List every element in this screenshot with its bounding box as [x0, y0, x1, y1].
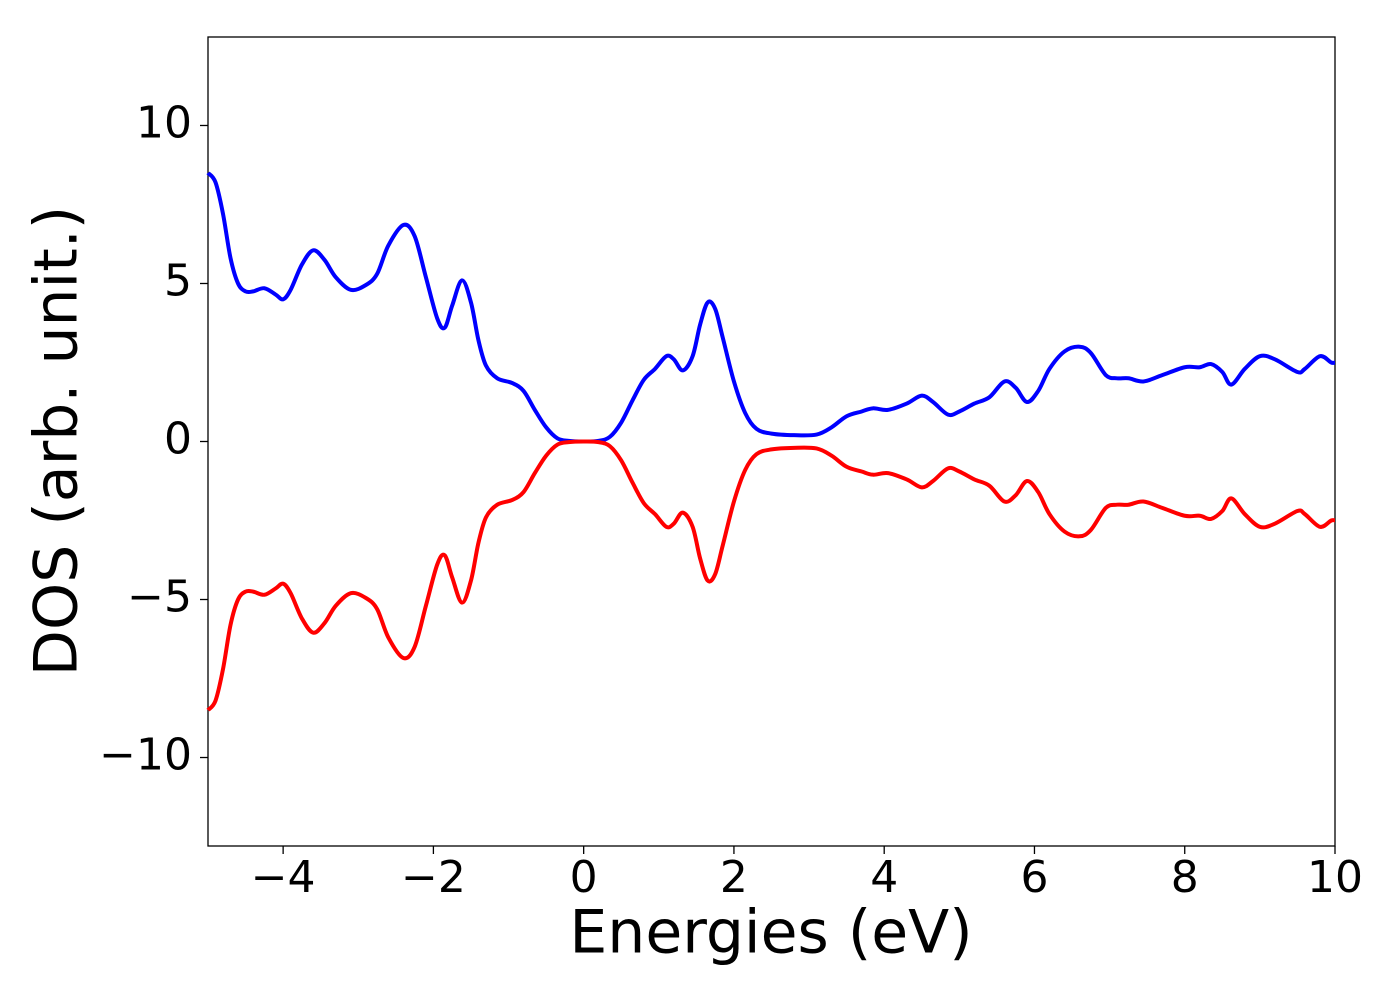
- series-line: [206, 439, 1336, 712]
- plot-frame: [207, 36, 1336, 847]
- y-tick-label: −10: [99, 730, 192, 781]
- x-tick-label: 2: [720, 852, 748, 903]
- x-tick-label: 6: [1020, 852, 1048, 903]
- y-tick-label: 10: [136, 97, 192, 148]
- y-axis-label: DOS (arb. unit.): [22, 206, 92, 676]
- y-tick-label: 0: [164, 414, 192, 465]
- x-tick-label: 10: [1307, 852, 1363, 903]
- x-tick-label: −4: [251, 852, 316, 903]
- x-tick-label: −2: [401, 852, 466, 903]
- x-tick-label: 0: [570, 852, 598, 903]
- x-tick-label: 4: [870, 852, 898, 903]
- x-axis-label: Energies (eV): [569, 898, 972, 968]
- y-tick-label: 5: [164, 255, 192, 306]
- series-line: [206, 171, 1336, 444]
- x-tick-label: 8: [1171, 852, 1199, 903]
- y-tick-label: −5: [127, 572, 192, 623]
